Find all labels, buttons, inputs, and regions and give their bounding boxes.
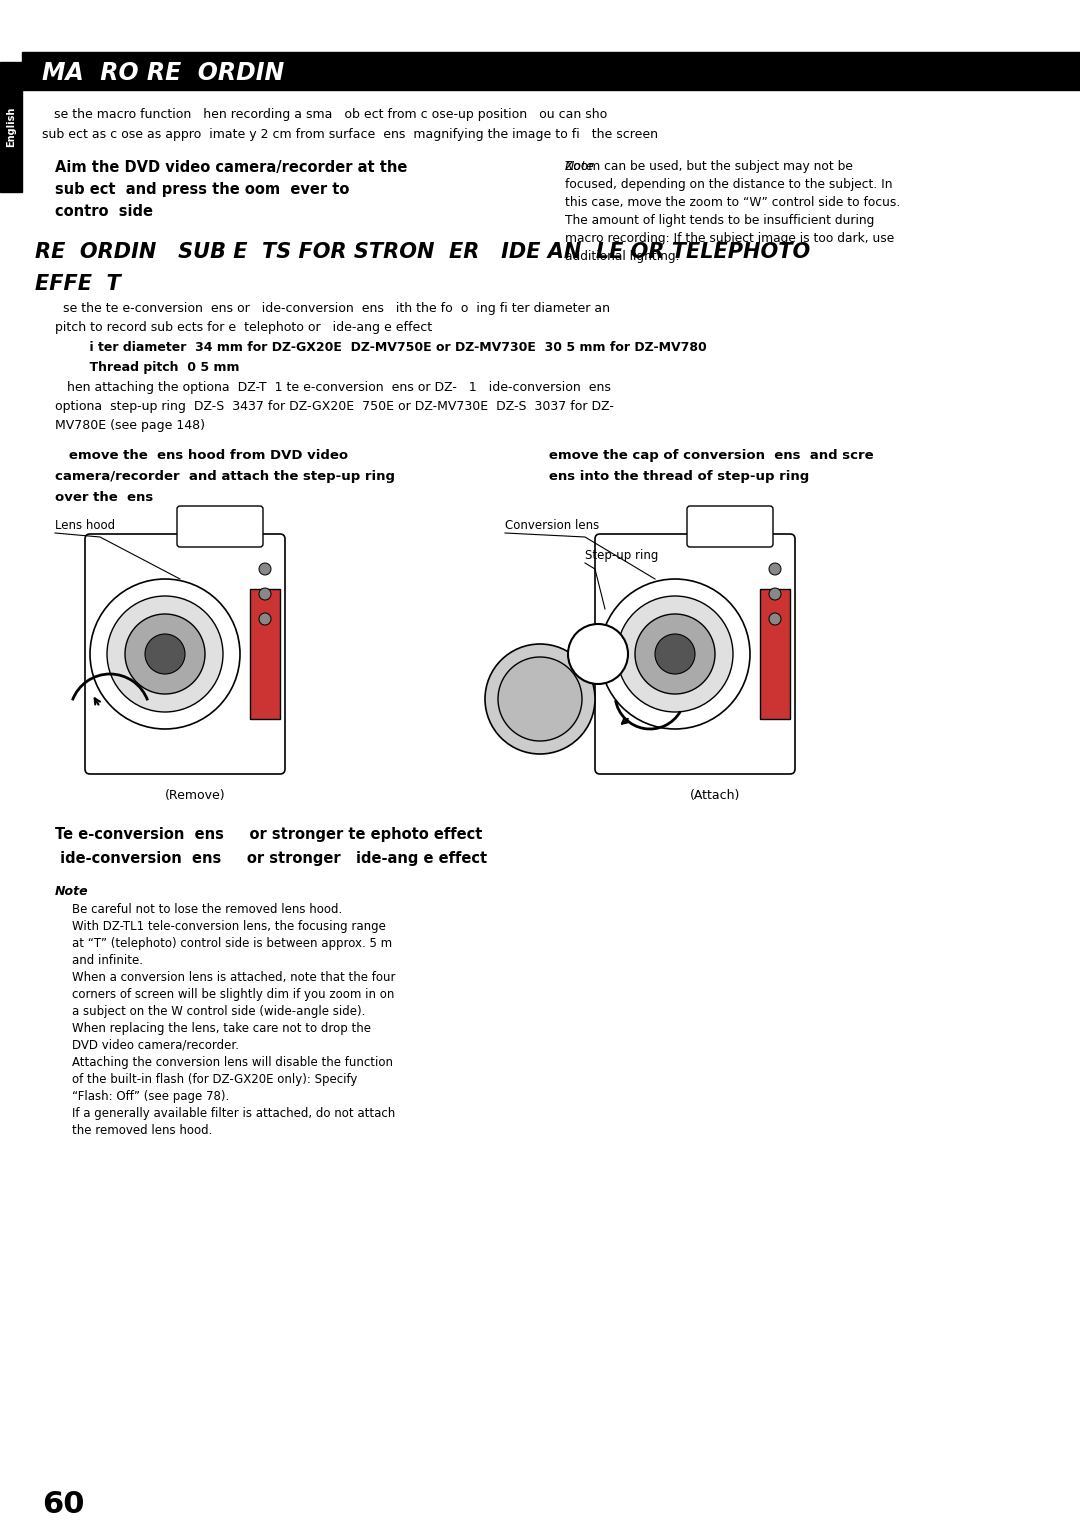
- Text: sub ect as c ose as appro  imate y 2 cm from surface  ens  magnifying the image : sub ect as c ose as appro imate y 2 cm f…: [42, 128, 658, 141]
- FancyBboxPatch shape: [177, 506, 264, 547]
- Text: Attaching the conversion lens will disable the function: Attaching the conversion lens will disab…: [72, 1057, 393, 1069]
- Text: of the built-in flash (for DZ-GX20E only): Specify: of the built-in flash (for DZ-GX20E only…: [72, 1073, 357, 1086]
- Text: If a generally available filter is attached, do not attach: If a generally available filter is attac…: [72, 1107, 395, 1121]
- Text: “Flash: Off” (see page 78).: “Flash: Off” (see page 78).: [72, 1090, 229, 1102]
- Text: over the  ens: over the ens: [55, 491, 153, 505]
- Text: Thread pitch  0 5 mm: Thread pitch 0 5 mm: [72, 361, 240, 375]
- Circle shape: [654, 635, 696, 674]
- Circle shape: [600, 579, 750, 729]
- Text: hen attaching the optiona  DZ-T  1 te e-conversion  ens or DZ-   1   ide-convers: hen attaching the optiona DZ-T 1 te e-co…: [55, 381, 611, 394]
- Text: (Remove): (Remove): [164, 789, 226, 803]
- Text: se the macro function   hen recording a sma   ob ect from c ose-up position   ou: se the macro function hen recording a sm…: [42, 109, 607, 121]
- Text: Step-up ring: Step-up ring: [585, 549, 659, 563]
- Text: Conversion lens: Conversion lens: [505, 518, 599, 532]
- Circle shape: [259, 613, 271, 625]
- Text: The amount of light tends to be insufficient during: The amount of light tends to be insuffic…: [565, 214, 875, 226]
- Bar: [22, 52, 1080, 90]
- Text: Aim the DVD video camera/recorder at the: Aim the DVD video camera/recorder at the: [55, 161, 407, 174]
- Text: Te e-conversion  ens     or stronger te ephoto effect: Te e-conversion ens or stronger te ephot…: [55, 827, 483, 842]
- Circle shape: [568, 624, 627, 683]
- Text: focused, depending on the distance to the subject. In: focused, depending on the distance to th…: [565, 177, 892, 191]
- Text: EFFE  T: EFFE T: [35, 274, 121, 294]
- Text: the removed lens hood.: the removed lens hood.: [72, 1124, 213, 1138]
- Circle shape: [769, 613, 781, 625]
- Text: at “T” (telephoto) control side is between approx. 5 m: at “T” (telephoto) control side is betwe…: [72, 937, 392, 950]
- Text: corners of screen will be slightly dim if you zoom in on: corners of screen will be slightly dim i…: [72, 988, 394, 1001]
- Text: i ter diameter  34 mm for DZ-GX20E  DZ-MV750E or DZ-MV730E  30 5 mm for DZ-MV780: i ter diameter 34 mm for DZ-GX20E DZ-MV7…: [72, 341, 706, 355]
- Text: ens into the thread of step-up ring: ens into the thread of step-up ring: [535, 469, 809, 483]
- Bar: [249, 589, 280, 719]
- Text: contro  side: contro side: [55, 203, 153, 219]
- Text: DVD video camera/recorder.: DVD video camera/recorder.: [72, 1040, 239, 1052]
- Text: sub ect  and press the oom  ever to: sub ect and press the oom ever to: [55, 182, 349, 197]
- Text: optiona  step-up ring  DZ-S  3437 for DZ-GX20E 750E or DZ-MV730E  DZ-S  3037 for: optiona step-up ring DZ-S 3437 for DZ-GX…: [55, 401, 613, 413]
- Circle shape: [125, 615, 205, 694]
- Text: Be careful not to lose the removed lens hood.: Be careful not to lose the removed lens …: [72, 904, 342, 916]
- Text: When a conversion lens is attached, note that the four: When a conversion lens is attached, note…: [72, 971, 395, 985]
- Text: camera/recorder  and attach the step-up ring: camera/recorder and attach the step-up r…: [55, 469, 395, 483]
- Circle shape: [259, 563, 271, 575]
- Text: and infinite.: and infinite.: [72, 954, 143, 966]
- Text: this case, move the zoom to “W” control side to focus.: this case, move the zoom to “W” control …: [565, 196, 901, 209]
- Circle shape: [145, 635, 185, 674]
- Circle shape: [90, 579, 240, 729]
- Text: Zoom can be used, but the subject may not be: Zoom can be used, but the subject may no…: [565, 161, 853, 173]
- Text: English: English: [6, 107, 16, 147]
- Text: Lens hood: Lens hood: [55, 518, 116, 532]
- Text: RE  ORDIN   SUB E  TS FOR STRON  ER   IDE AN  LE OR TELEPHOTO: RE ORDIN SUB E TS FOR STRON ER IDE AN LE…: [35, 242, 810, 261]
- Text: MV780E (see page 148): MV780E (see page 148): [55, 419, 205, 433]
- Text: Note: Note: [55, 885, 89, 898]
- Circle shape: [498, 657, 582, 742]
- Bar: [0, 63, 22, 193]
- Circle shape: [635, 615, 715, 694]
- Text: (Attach): (Attach): [690, 789, 740, 803]
- Text: 60: 60: [42, 1489, 84, 1518]
- Circle shape: [107, 596, 222, 713]
- FancyBboxPatch shape: [85, 534, 285, 774]
- Text: emove the cap of conversion  ens  and scre: emove the cap of conversion ens and scre: [535, 450, 874, 462]
- Text: se the te e-conversion  ens or   ide-conversion  ens   ith the fo  o  ing fi ter: se the te e-conversion ens or ide-conver…: [55, 303, 610, 315]
- Circle shape: [617, 596, 733, 713]
- Text: MA  RO RE  ORDIN: MA RO RE ORDIN: [42, 61, 284, 86]
- Text: ide-conversion  ens     or stronger   ide-ang e effect: ide-conversion ens or stronger ide-ang e…: [55, 852, 487, 865]
- Circle shape: [769, 589, 781, 599]
- Text: Note: Note: [565, 161, 595, 173]
- Text: a subject on the W control side (wide-angle side).: a subject on the W control side (wide-an…: [72, 1005, 365, 1018]
- Text: With DZ-TL1 tele-conversion lens, the focusing range: With DZ-TL1 tele-conversion lens, the fo…: [72, 920, 386, 933]
- FancyBboxPatch shape: [595, 534, 795, 774]
- Text: pitch to record sub ects for e  telephoto or   ide-ang e effect: pitch to record sub ects for e telephoto…: [55, 321, 432, 333]
- Text: additional lighting.: additional lighting.: [565, 251, 679, 263]
- Text: macro recording: If the subject image is too dark, use: macro recording: If the subject image is…: [565, 232, 894, 245]
- Text: emove the  ens hood from DVD video: emove the ens hood from DVD video: [55, 450, 348, 462]
- Circle shape: [259, 589, 271, 599]
- Circle shape: [769, 563, 781, 575]
- Text: When replacing the lens, take care not to drop the: When replacing the lens, take care not t…: [72, 1021, 372, 1035]
- FancyBboxPatch shape: [687, 506, 773, 547]
- Bar: [760, 589, 789, 719]
- Circle shape: [485, 644, 595, 754]
